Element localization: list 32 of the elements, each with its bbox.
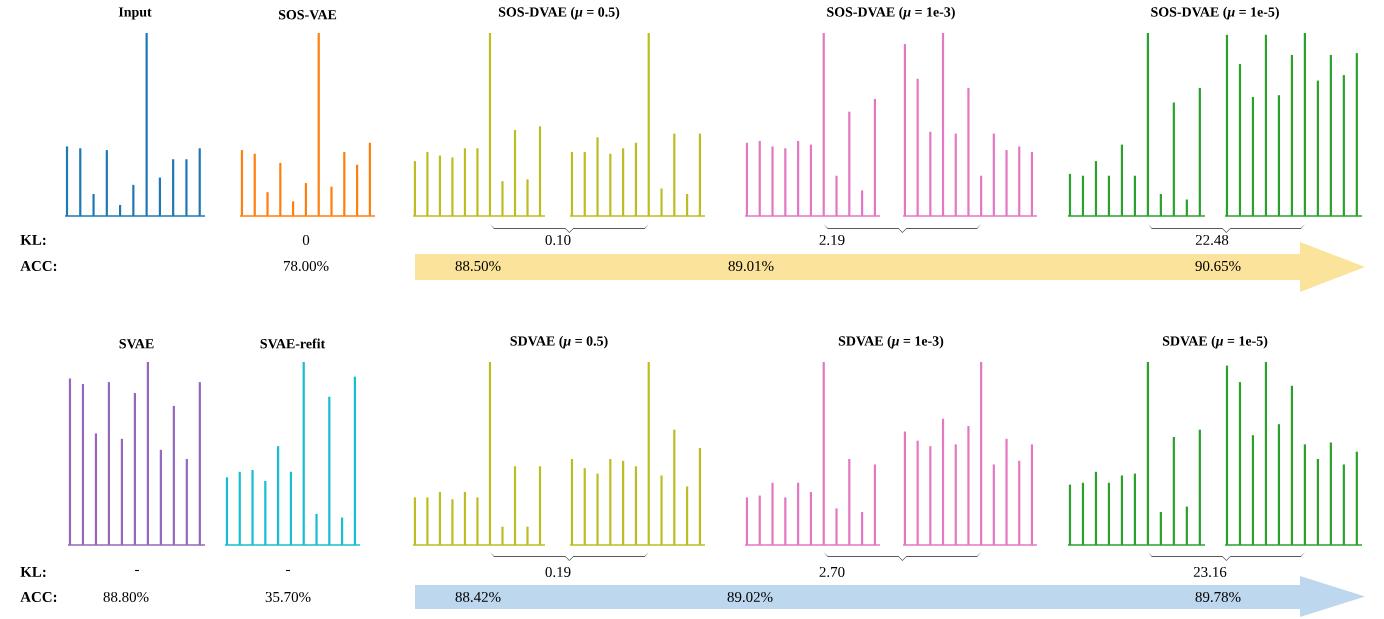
text: 22.48 [1195,234,1229,246]
text: KL: [20,566,46,577]
chart-title: SDVAE (μ = 1e-5) [1162,335,1268,349]
text: 88.80% [103,591,149,603]
chart-title: SDVAE (μ = 1e-3) [838,335,944,349]
text: 78.00% [283,260,329,272]
text: - [286,569,290,572]
chart-title: SOS-VAE [278,10,337,20]
text: 23.16 [1193,566,1227,578]
text: 2.70 [819,566,845,578]
chart-title: SOS-DVAE (μ = 0.5) [498,6,620,20]
chart-title: Input [118,7,152,20]
text: 89.01% [728,260,774,272]
text: 35.70% [265,591,311,603]
text: 0.19 [545,566,571,578]
chart-title: SVAE-refit [260,338,326,349]
text: ACC: [20,260,57,272]
text: 88.50% [455,260,501,272]
text: 0.10 [545,234,571,246]
text: 0 [302,234,310,246]
chart-title: SOS-DVAE (μ = 1e-5) [1151,6,1279,20]
chart-title: SDVAE (μ = 0.5) [510,335,608,349]
text: - [135,569,139,572]
chart-title: SVAE [119,339,154,349]
text: 90.65% [1195,260,1241,272]
text: 89.02% [727,591,773,603]
text: 2.19 [819,234,845,246]
text: KL: [20,234,46,245]
text: 89.78% [1195,591,1241,603]
chart-title: SOS-DVAE (μ = 1e-3) [827,6,955,20]
text: 88.42% [455,591,501,603]
text: ACC: [20,591,57,603]
